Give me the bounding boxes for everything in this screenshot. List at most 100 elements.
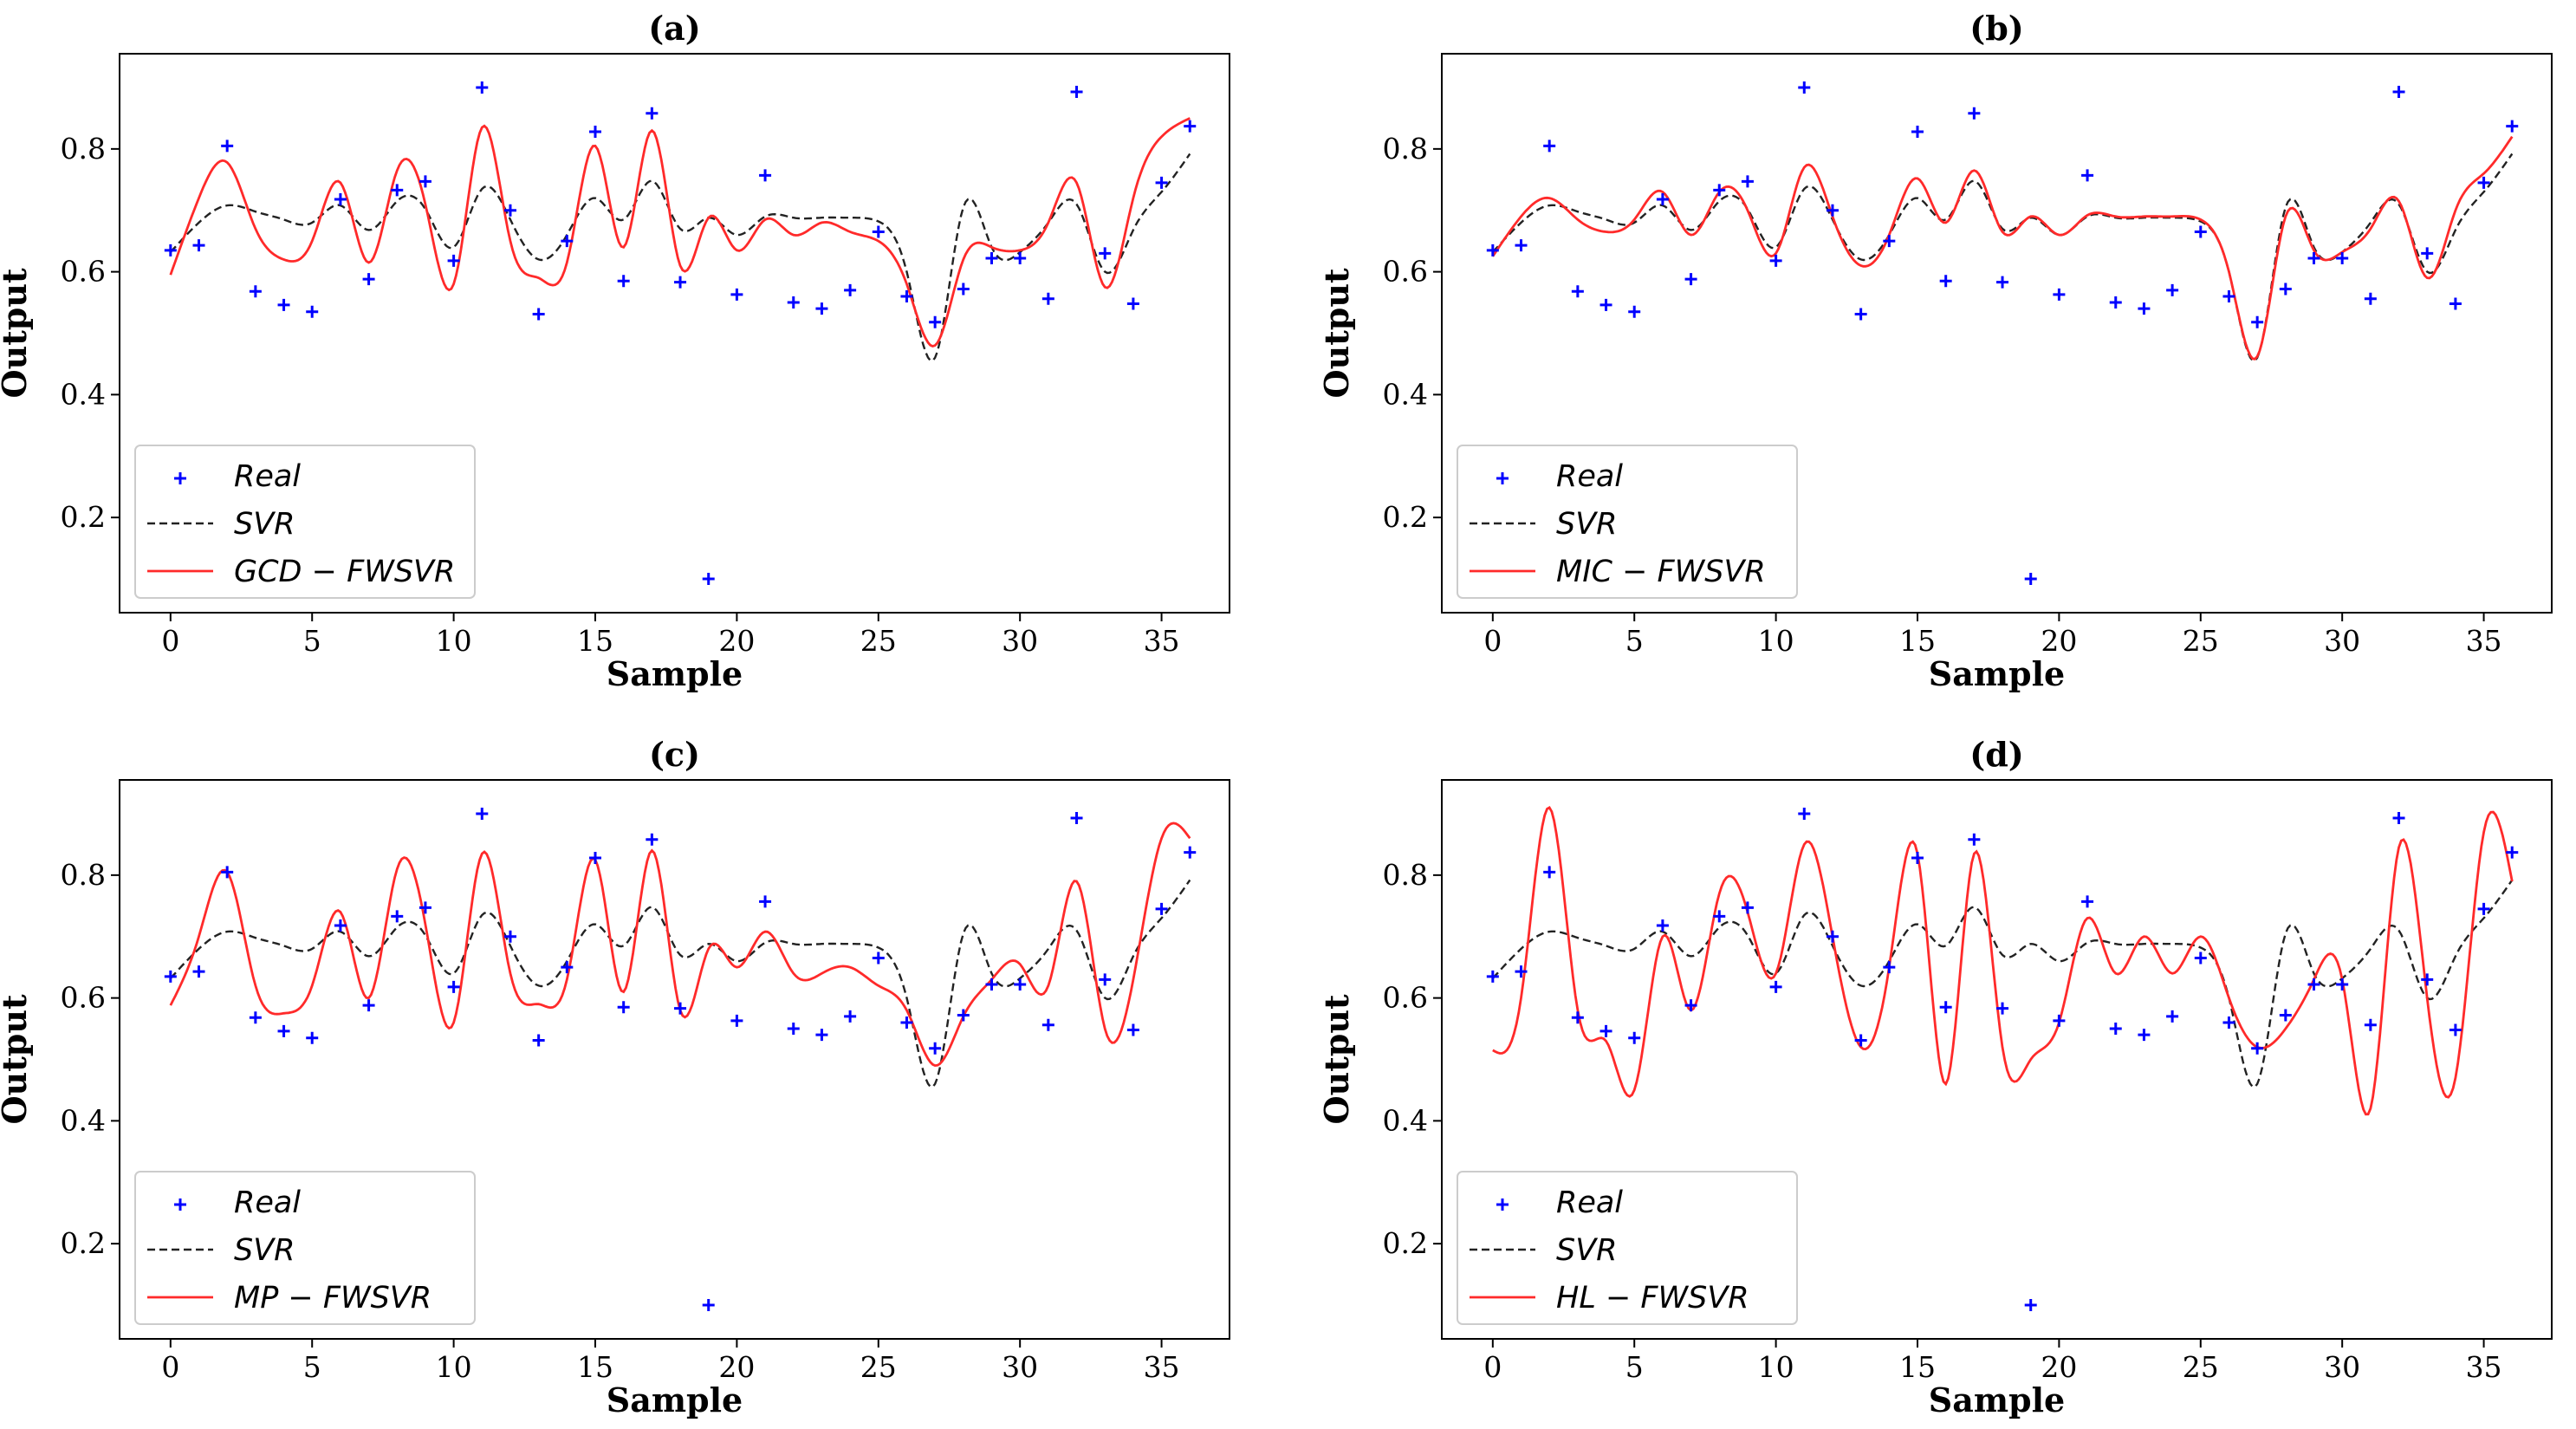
real-point-d-9 xyxy=(1741,901,1754,914)
y-tick-label-c-2: 0.6 xyxy=(61,981,106,1015)
real-point-a-9 xyxy=(419,175,431,188)
real-point-a-8 xyxy=(391,184,404,197)
real-point-b-31 xyxy=(2364,292,2377,305)
real-point-c-33 xyxy=(1099,973,1112,986)
real-point-b-4 xyxy=(1599,298,1612,311)
y-tick-label-b-2: 0.6 xyxy=(1383,255,1428,289)
real-point-b-9 xyxy=(1741,175,1754,188)
legend-label-a-1: SVR xyxy=(234,507,295,542)
legend-label-d-1: SVR xyxy=(1556,1233,1617,1268)
real-point-b-36 xyxy=(2506,120,2519,133)
y-tick-label-a-2: 0.6 xyxy=(61,255,106,289)
real-point-c-36 xyxy=(1184,846,1197,859)
legend-marker-real-b xyxy=(1496,472,1509,484)
x-tick-label-c-2: 10 xyxy=(436,1350,472,1384)
real-point-d-8 xyxy=(1713,910,1726,923)
real-point-c-5 xyxy=(306,1031,319,1044)
real-point-c-30 xyxy=(1014,978,1027,991)
real-point-b-21 xyxy=(2081,169,2094,182)
real-point-a-19 xyxy=(702,573,715,586)
real-point-a-3 xyxy=(249,285,262,298)
real-point-a-36 xyxy=(1184,120,1197,133)
real-point-c-16 xyxy=(617,1001,630,1014)
chart-title-c: (c) xyxy=(649,735,700,774)
y-tick-label-a-0: 0.2 xyxy=(61,500,106,534)
real-point-c-8 xyxy=(391,910,404,923)
real-point-d-32 xyxy=(2392,811,2405,824)
real-point-c-2 xyxy=(221,866,234,879)
real-point-b-2 xyxy=(1543,140,1556,153)
series-line-fwsvr-a xyxy=(169,117,1191,348)
y-axis-label-d: Output xyxy=(1317,994,1356,1124)
real-point-b-30 xyxy=(2336,252,2349,265)
x-tick-label-d-0: 0 xyxy=(1483,1350,1502,1384)
real-point-b-5 xyxy=(1628,305,1641,318)
legend-box-d xyxy=(1457,1171,1798,1325)
chart-title-b: (b) xyxy=(1969,9,2024,48)
real-point-d-22 xyxy=(2109,1023,2122,1036)
plot-area-d xyxy=(1486,805,2519,1312)
legend-marker-real-d xyxy=(1496,1198,1509,1211)
subplot-c: (c) 0 5 10 15 20 25 30 35 0.2 0.4 0.6 0.8 Sample Outpu… xyxy=(0,735,1230,1419)
real-point-b-7 xyxy=(1684,273,1697,286)
x-tick-label-c-4: 20 xyxy=(718,1350,755,1384)
real-point-c-19 xyxy=(702,1299,715,1312)
subplot-d: (d) 0 5 10 15 20 25 30 35 0.2 0.4 0.6 0.8 Sample Outpu… xyxy=(1317,735,2553,1419)
real-point-c-7 xyxy=(362,999,375,1012)
real-point-c-14 xyxy=(561,961,574,974)
real-point-d-5 xyxy=(1628,1031,1641,1044)
real-point-c-17 xyxy=(646,833,659,846)
real-point-b-23 xyxy=(2138,302,2151,315)
real-point-c-20 xyxy=(730,1014,743,1027)
x-tick-label-a-0: 0 xyxy=(161,624,179,658)
real-point-b-25 xyxy=(2194,225,2207,238)
real-point-a-6 xyxy=(334,192,347,205)
real-point-b-12 xyxy=(1826,204,1839,217)
y-tick-label-d-3: 0.8 xyxy=(1383,858,1428,892)
real-point-c-23 xyxy=(815,1029,828,1042)
real-point-a-25 xyxy=(872,225,885,238)
y-axis-label-c: Output xyxy=(0,994,34,1124)
x-tick-label-a-2: 10 xyxy=(436,624,472,658)
real-point-d-1 xyxy=(1515,965,1528,978)
real-point-d-7 xyxy=(1684,999,1697,1012)
x-tick-label-c-5: 25 xyxy=(860,1350,897,1384)
x-tick-label-a-1: 5 xyxy=(303,624,321,658)
real-point-d-17 xyxy=(1968,833,1981,846)
real-point-a-13 xyxy=(532,308,545,321)
real-point-a-7 xyxy=(362,273,375,286)
real-point-b-15 xyxy=(1911,126,1924,139)
real-point-c-26 xyxy=(900,1016,913,1029)
real-point-a-12 xyxy=(503,204,516,217)
x-tick-label-a-3: 15 xyxy=(577,624,613,658)
x-tick-label-a-6: 30 xyxy=(1002,624,1038,658)
real-point-b-17 xyxy=(1968,107,1981,120)
real-point-a-23 xyxy=(815,302,828,315)
legend-marker-real-c xyxy=(174,1198,186,1211)
real-point-a-20 xyxy=(730,288,743,301)
real-point-c-12 xyxy=(503,930,516,943)
real-point-d-26 xyxy=(2222,1016,2235,1029)
real-point-b-27 xyxy=(2251,315,2264,328)
legend-box-b xyxy=(1457,445,1798,599)
x-tick-label-b-2: 10 xyxy=(1758,624,1794,658)
x-axis-label-d: Sample xyxy=(1929,1380,2065,1419)
real-point-c-11 xyxy=(476,807,489,820)
real-point-a-33 xyxy=(1099,247,1112,260)
y-axis-label-b: Output xyxy=(1317,268,1356,398)
y-tick-label-a-1: 0.4 xyxy=(61,377,106,411)
axes-frame-d xyxy=(1441,779,2553,1340)
real-point-a-11 xyxy=(476,81,489,94)
y-tick-label-d-2: 0.6 xyxy=(1383,981,1428,1015)
series-line-fwsvr-b xyxy=(1491,135,2514,360)
real-point-c-13 xyxy=(532,1034,545,1047)
real-point-a-1 xyxy=(192,239,205,252)
real-point-d-20 xyxy=(2053,1014,2066,1027)
real-point-b-14 xyxy=(1883,235,1896,248)
real-point-b-3 xyxy=(1571,285,1584,298)
real-point-c-35 xyxy=(1155,902,1168,915)
real-point-b-22 xyxy=(2109,296,2122,309)
real-point-b-16 xyxy=(1939,275,1952,288)
real-point-d-16 xyxy=(1939,1001,1952,1014)
